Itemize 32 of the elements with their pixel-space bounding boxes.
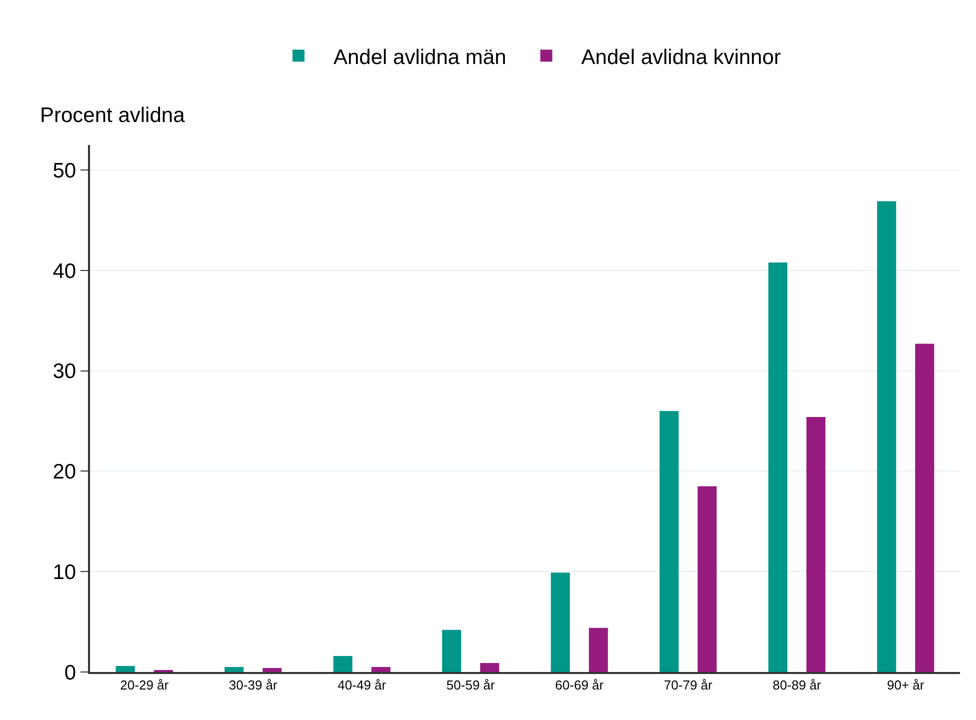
bar [480,662,500,672]
x-tick-label: 80-89 år [772,678,822,693]
bar [698,486,717,672]
y-tick-label: 0 [64,661,76,684]
bar [806,417,826,672]
bar [371,666,390,672]
y-tick-label: 20 [52,460,76,484]
bar [442,630,462,672]
x-tick-label: 70-79 år [664,678,714,693]
bar [262,668,282,672]
y-tick-label: 30 [52,360,76,384]
bar [550,572,570,672]
bar [588,628,608,672]
bar [116,666,135,672]
x-tick-label: 40-49 år [338,678,387,693]
legend-label: Andel avlidna män [334,46,506,69]
legend-label: Andel avlidna kvinnor [581,46,781,69]
x-tick-label: 30-39 år [228,678,278,693]
x-tick-label: 60-69 år [555,678,604,693]
y-tick-label: 10 [52,560,76,584]
x-tick-label: 20-29 år [120,678,170,693]
bar [915,344,934,672]
bar [877,201,896,672]
y-axis-title: Procent avlidna [40,104,186,127]
bar [768,262,788,672]
bar [660,411,679,672]
x-tick-label: 50-59 år [446,678,496,693]
bar [333,656,352,672]
bar [224,666,244,672]
y-tick-label: 50 [52,159,76,182]
y-tick-label: 40 [52,260,76,283]
x-tick-label: 90+ år [887,678,925,693]
